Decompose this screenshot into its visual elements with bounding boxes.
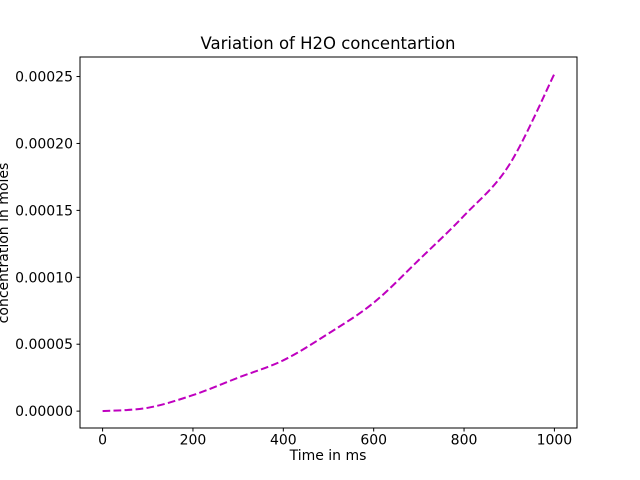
y-tick-label: 0.00005 bbox=[15, 337, 73, 353]
x-axis-label: Time in ms bbox=[289, 448, 367, 464]
y-tick-label: 0.00020 bbox=[15, 136, 73, 152]
y-tick-label: 0.00015 bbox=[15, 203, 73, 219]
x-tick-label: 200 bbox=[180, 433, 207, 449]
x-tick-label: 0 bbox=[98, 433, 107, 449]
chart-title: Variation of H2O concentartion bbox=[200, 34, 456, 53]
y-tick-label: 0.00010 bbox=[15, 270, 73, 286]
y-tick-label: 0.00025 bbox=[15, 70, 73, 86]
data-series-line bbox=[102, 73, 556, 413]
y-axis-label: concentration in moles bbox=[0, 162, 12, 324]
data-series bbox=[102, 73, 556, 413]
axes-ticks: 0 200 400 600 800 1000 0.00000 0.00005 0.00010 0.… bbox=[15, 70, 572, 449]
axes-frame bbox=[79, 56, 578, 429]
x-tick-label: 400 bbox=[270, 433, 297, 449]
y-tick-label: 0.00000 bbox=[15, 404, 73, 420]
x-tick-label: 800 bbox=[451, 433, 478, 449]
x-tick-label: 600 bbox=[360, 433, 387, 449]
x-tick-label: 1000 bbox=[537, 433, 573, 449]
